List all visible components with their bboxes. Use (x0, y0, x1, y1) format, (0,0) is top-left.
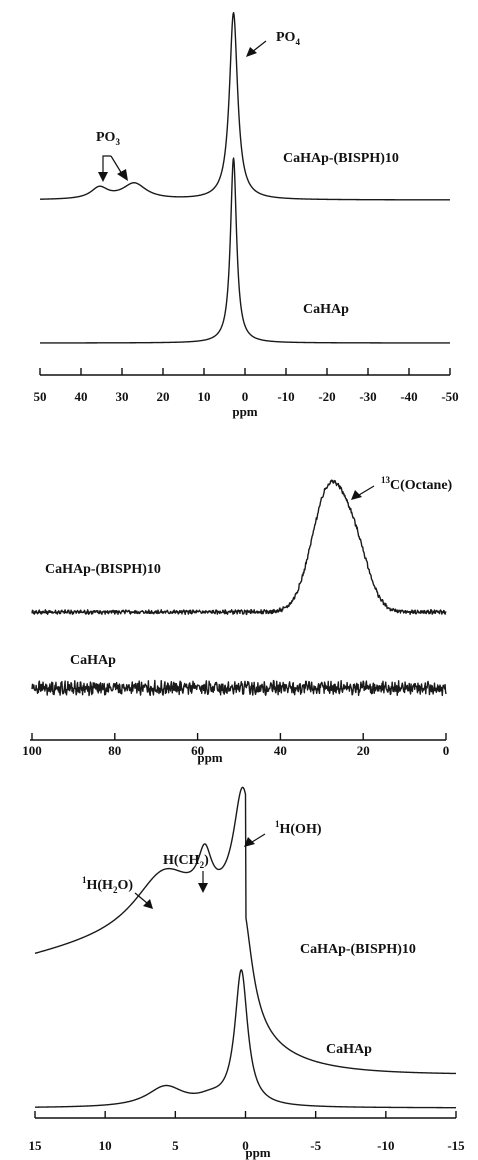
arrowhead-po4 (246, 47, 257, 57)
series-label-cahap-31p: CaHAp (303, 302, 349, 317)
arrow-1h-h2o (134, 892, 148, 904)
panel-1h: CaHAp-(BISPH)10 CaHAp 1H(OH) H(CH2) 1H(H… (29, 786, 465, 1160)
annotation-po4-label: PO4 (276, 30, 300, 47)
arrow-po3-bracket (102, 155, 111, 162)
x-tick-label: 50 (34, 389, 47, 404)
arrow-po3-right (110, 155, 123, 175)
x-ticks-13c: 100 80 60 40 20 0 (22, 733, 449, 758)
x-tick-label: 10 (198, 389, 211, 404)
x-tick-label: 60 (191, 743, 204, 758)
x-tick-label: 40 (75, 389, 88, 404)
x-tick-label: -10 (277, 389, 294, 404)
x-tick-label: 30 (116, 389, 129, 404)
annotation-1h-h2o: 1H(H2O) (82, 875, 153, 909)
x-tick-label: 40 (274, 743, 287, 758)
x-axis-label-31p: ppm (232, 404, 257, 419)
arrow-13c (358, 485, 375, 496)
series-label-cahap-13c: CaHAp (70, 653, 116, 668)
trace-cahap-1h (34, 969, 457, 1109)
arrow-po4 (251, 40, 267, 53)
x-tick-label: -30 (359, 389, 376, 404)
annotation-1h-h2o-label: 1H(H2O) (82, 875, 133, 895)
series-label-cahap-bisph10-31p: CaHAp-(BISPH)10 (283, 151, 399, 166)
x-tick-label: -10 (377, 1138, 394, 1153)
x-axis-label-13c: ppm (197, 750, 222, 765)
x-tick-label: 5 (172, 1138, 179, 1153)
x-tick-label: 15 (29, 1138, 43, 1153)
annotation-po4: PO4 (246, 30, 300, 57)
panel-31p: CaHAp-(BISPH)10 CaHAp PO4 PO3 50 40 30 20 10… (34, 11, 459, 419)
x-tick-label: -15 (447, 1138, 465, 1153)
annotation-po3: PO3 (96, 130, 128, 182)
trace-cahap-13c (31, 679, 447, 697)
arrow-1h-oh (251, 833, 266, 843)
x-tick-label: 20 (157, 389, 170, 404)
x-tick-label: -40 (400, 389, 417, 404)
x-tick-label: -50 (441, 389, 458, 404)
annotation-1h-oh-label: 1H(OH) (275, 819, 322, 837)
trace-cahap-bisph10-31p (39, 11, 451, 201)
x-tick-label: -20 (318, 389, 335, 404)
x-ticks-31p: 50 40 30 20 10 0 -10 -20 -30 -40 -50 (34, 368, 459, 404)
series-label-cahap-bisph10-1h: CaHAp-(BISPH)10 (300, 942, 416, 957)
annotation-13c-octane: 13C(Octane) (351, 475, 453, 500)
x-tick-label: 80 (108, 743, 121, 758)
series-label-cahap-bisph10-13c: CaHAp-(BISPH)10 (45, 562, 161, 577)
panel-13c: CaHAp-(BISPH)10 CaHAp 13C(Octane) 100 80 6… (22, 475, 452, 765)
x-ticks-1h: 15 10 5 0 -5 -10 -15 (29, 1111, 465, 1153)
annotation-1h-oh: 1H(OH) (244, 819, 322, 847)
x-tick-label: 0 (443, 743, 450, 758)
arrowhead-po3-left (98, 172, 108, 182)
trace-cahap-bisph10-13c (31, 479, 447, 616)
x-tick-label: 10 (99, 1138, 112, 1153)
arrowhead-13c (351, 490, 362, 500)
arrowhead-1h-oh (244, 837, 255, 847)
x-tick-label: 0 (242, 1138, 249, 1153)
series-label-cahap-1h: CaHAp (326, 1042, 372, 1057)
arrowhead-1h-h2o (143, 899, 153, 909)
x-tick-label: 100 (22, 743, 42, 758)
annotation-1h-ch2-label: H(CH2) (163, 853, 209, 870)
arrowhead-1h-ch2 (198, 883, 208, 893)
x-tick-label: 0 (242, 389, 249, 404)
x-tick-label: 20 (357, 743, 370, 758)
arrowhead-po3-right (117, 169, 128, 181)
annotation-13c-octane-label: 13C(Octane) (381, 475, 453, 493)
annotation-po3-label: PO3 (96, 130, 120, 147)
trace-cahap-bisph10-1h (34, 786, 457, 1075)
x-tick-label: -5 (310, 1138, 321, 1153)
x-axis-label-1h: ppm (245, 1145, 270, 1160)
annotation-1h-ch2: H(CH2) (163, 853, 209, 893)
trace-cahap-31p (39, 157, 451, 344)
